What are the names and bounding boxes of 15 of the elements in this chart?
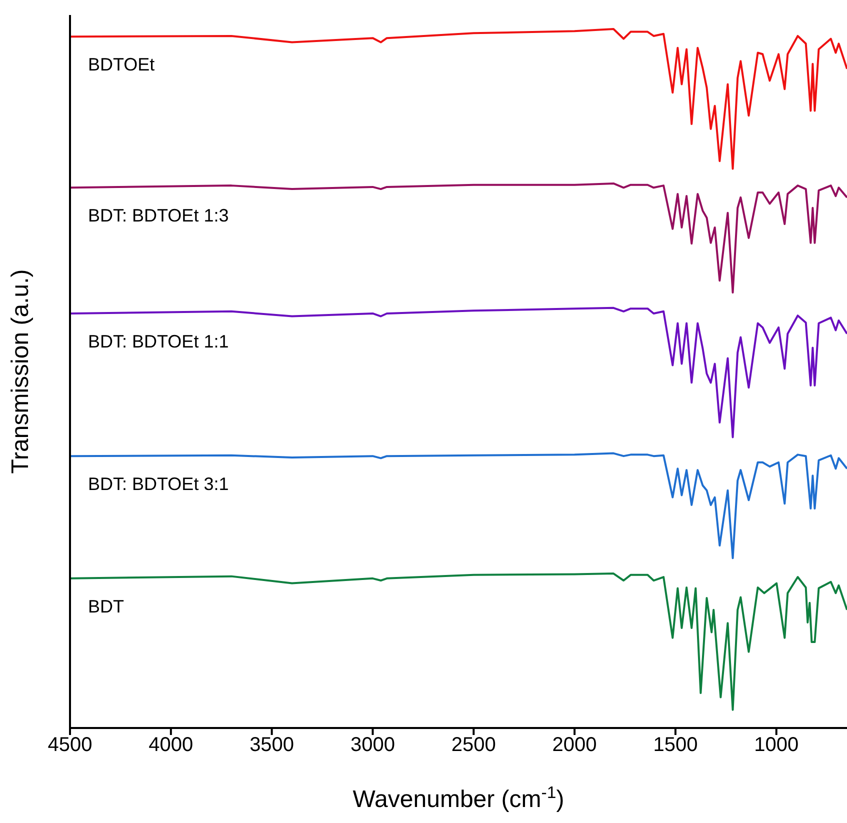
- series-label: BDT: [88, 596, 124, 616]
- x-tick-label: 3000: [350, 734, 395, 756]
- y-axis-title: Transmission (a.u.): [7, 269, 34, 474]
- x-tick-label: 1000: [754, 734, 799, 756]
- series-label: BDTOEt: [88, 54, 155, 75]
- x-tick-label: 4500: [48, 734, 92, 756]
- x-tick-label: 3500: [250, 734, 294, 756]
- x-tick-label: 1500: [653, 734, 698, 756]
- x-tick-label: 4000: [148, 734, 194, 756]
- series-label: BDT: BDTOEt 3:1: [88, 474, 229, 494]
- series-label: BDT: BDTOEt 1:3: [88, 206, 229, 226]
- series-label: BDT: BDTOEt 1:1: [88, 331, 229, 352]
- x-tick-label: 2000: [552, 734, 597, 756]
- x-tick-label: 2500: [451, 734, 496, 756]
- x-axis-title: Wavenumber (cm$^{-1}$): [352, 782, 564, 813]
